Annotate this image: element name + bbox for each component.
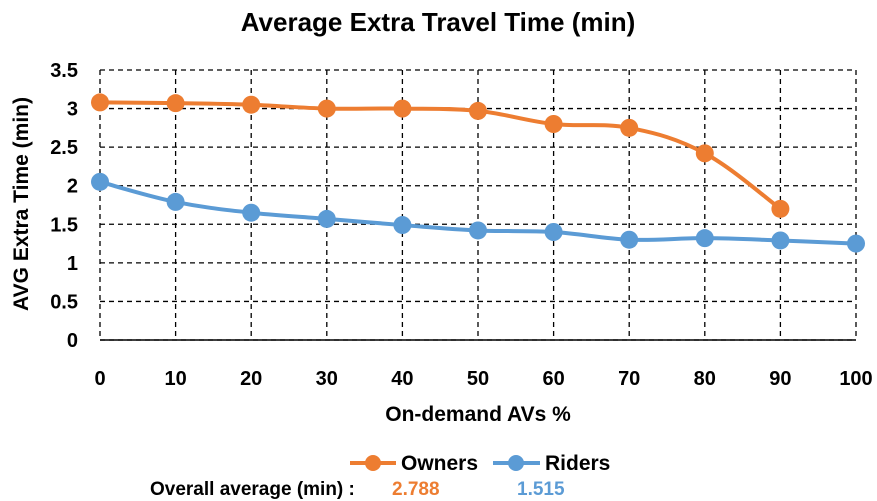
riders-data-point <box>242 203 261 222</box>
y-tick-labels: 0 0.5 1 1.5 2 2.5 3 3.5 <box>50 60 78 352</box>
x-tick-label: 80 <box>694 368 716 390</box>
y-tick-label: 3.5 <box>50 60 78 82</box>
x-tick-label: 50 <box>467 368 489 390</box>
x-tick-label: 100 <box>839 368 872 390</box>
x-tick-label: 20 <box>240 368 262 390</box>
owners-average-value: 2.788 <box>392 479 440 500</box>
x-tick-label: 90 <box>769 368 791 390</box>
y-tick-label: 2 <box>67 176 78 198</box>
owners-data-point <box>695 144 714 163</box>
owners-series-line <box>99 100 782 211</box>
riders-data-point <box>393 216 412 235</box>
riders-data-point <box>469 221 487 240</box>
owners-data-point <box>166 94 185 113</box>
x-axis-label: On-demand AVs % <box>385 403 571 426</box>
chart-title: Average Extra Travel Time (min) <box>241 7 636 37</box>
series-layer <box>91 93 865 253</box>
owners-data-point <box>620 118 639 137</box>
legend-riders-marker <box>508 455 524 471</box>
owners-data-point <box>469 101 487 120</box>
legend-riders-label: Riders <box>545 452 610 475</box>
riders-data-point <box>91 172 109 191</box>
owners-data-point <box>771 199 790 218</box>
x-tick-label: 70 <box>618 368 640 390</box>
y-tick-label: 0.5 <box>50 291 78 313</box>
overall-average-label: Overall average (min) : <box>150 479 355 500</box>
legend: Owners Riders <box>350 452 610 475</box>
riders-data-point <box>847 234 865 253</box>
x-tick-label: 0 <box>94 368 105 390</box>
y-tick-label: 0 <box>67 330 78 352</box>
riders-data-point <box>166 192 185 211</box>
riders-average-value: 1.515 <box>517 479 565 500</box>
owners-data-point <box>242 95 261 114</box>
x-tick-label: 40 <box>391 368 413 390</box>
y-tick-label: 3 <box>67 99 78 121</box>
x-tick-label: 10 <box>164 368 186 390</box>
y-axis-label: AVG Extra Time (min) <box>10 97 33 311</box>
x-tick-label: 60 <box>542 368 564 390</box>
owners-data-point <box>317 99 336 118</box>
owners-data-point <box>393 99 412 118</box>
riders-data-point <box>317 209 336 228</box>
riders-data-point <box>620 230 639 249</box>
x-tick-label: 30 <box>316 368 338 390</box>
riders-data-point <box>695 229 714 248</box>
y-tick-label: 2.5 <box>50 137 78 159</box>
x-tick-labels: 0 10 20 30 40 50 60 70 80 90 100 <box>94 368 872 390</box>
legend-owners-marker <box>365 455 381 471</box>
y-tick-label: 1.5 <box>50 214 78 236</box>
owners-data-point <box>91 93 109 112</box>
riders-data-point <box>544 223 563 241</box>
y-tick-label: 1 <box>67 253 78 275</box>
legend-owners-label: Owners <box>401 452 478 475</box>
owners-data-point <box>544 115 563 133</box>
riders-data-point <box>771 231 790 250</box>
